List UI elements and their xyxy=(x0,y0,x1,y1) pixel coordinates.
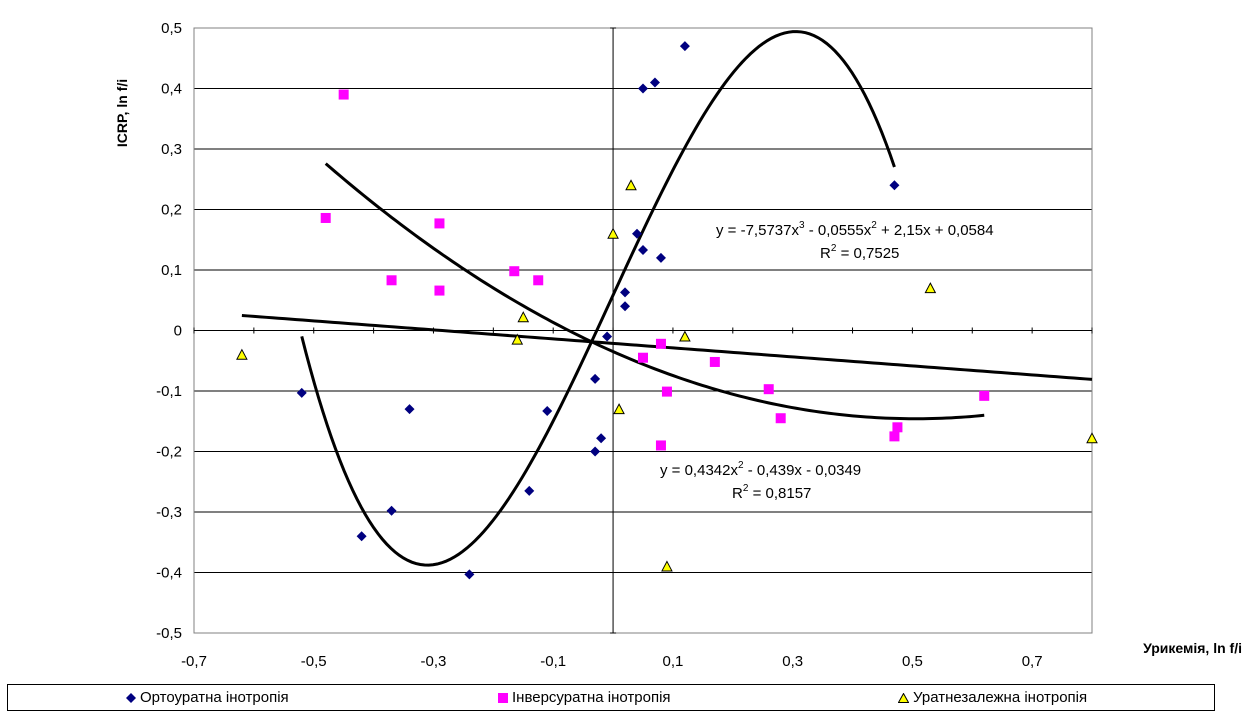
legend-item-inverse: Інверсуратна інотропія xyxy=(498,685,671,710)
axes xyxy=(193,27,1093,634)
data-point-square xyxy=(509,266,520,277)
data-point-square xyxy=(338,89,349,100)
data-point-diamond xyxy=(386,505,397,516)
data-point-square xyxy=(763,384,774,395)
data-point-diamond xyxy=(542,405,553,416)
data-point-square xyxy=(661,386,672,397)
y-tick-label: 0,1 xyxy=(161,262,182,279)
chart-legend: Ортоуратна інотропія Інверсуратна інотро… xyxy=(7,684,1215,711)
data-point-diamond xyxy=(296,387,307,398)
data-point-triangle xyxy=(679,330,691,342)
legend-label: Уратнезалежна інотропія xyxy=(913,689,1088,706)
data-point-triangle xyxy=(924,282,937,294)
legend-item-independent: Уратнезалежна інотропія xyxy=(898,685,1087,710)
x-tick-label: 0,1 xyxy=(663,653,684,670)
data-point-diamond xyxy=(649,77,660,88)
y-tick-label: -0,4 xyxy=(156,565,182,582)
data-point-diamond xyxy=(464,569,475,580)
data-point-square xyxy=(709,356,720,367)
x-tick-label: -0,1 xyxy=(540,653,566,670)
data-point-diamond xyxy=(602,331,613,342)
data-point-square xyxy=(889,431,900,442)
data-point-square xyxy=(979,390,990,401)
data-point-diamond xyxy=(356,531,367,542)
x-tick-label: -0,7 xyxy=(181,653,207,670)
scatter-chart: 0,5 0,4 0,3 0,2 0,1 0 -0,1 -0,2 -0,3 -0,4 -0,5 -0,… xyxy=(114,20,1242,670)
data-point-diamond xyxy=(524,485,535,496)
data-point-square xyxy=(434,218,445,229)
legend-label: Ортоуратна інотропія xyxy=(140,689,289,706)
data-point-triangle xyxy=(511,333,524,345)
data-point-diamond xyxy=(620,287,631,298)
x-tick-labels: -0,7 -0,5 -0,3 -0,1 0,1 0,3 0,5 0,7 xyxy=(181,653,1042,670)
trendline-polynomial xyxy=(300,30,896,567)
x-tick-label: 0,7 xyxy=(1022,653,1043,670)
data-point-diamond xyxy=(632,228,643,239)
y-tick-label: 0,3 xyxy=(161,141,182,158)
y-tick-label: 0,4 xyxy=(161,81,182,98)
data-point-triangle xyxy=(607,227,619,239)
y-tick-label: 0,2 xyxy=(161,202,182,219)
data-points xyxy=(236,41,1098,580)
x-tick-label: 0,5 xyxy=(902,653,923,670)
data-point-triangle xyxy=(236,348,248,360)
legend-item-ortho: Ортоуратна інотропія xyxy=(126,685,289,710)
data-point-diamond xyxy=(590,373,601,384)
data-point-diamond xyxy=(889,180,900,191)
x-axis-title: Урикемія, ln f/i xyxy=(1143,640,1242,656)
data-point-triangle xyxy=(661,560,673,572)
data-point-triangle xyxy=(1086,432,1098,444)
y-axis-title: ICRP, ln f/i xyxy=(114,79,130,147)
quadratic-trend-r2: R2 = 0,8157 xyxy=(732,483,811,502)
x-tick-label: 0,3 xyxy=(782,653,803,670)
data-point-diamond xyxy=(655,252,666,263)
data-point-diamond xyxy=(404,404,415,415)
y-tick-label: -0,2 xyxy=(156,444,182,461)
cubic-trend-equation: y = -7,5737x3 - 0,0555x2 + 2,15x + 0,058… xyxy=(716,220,994,239)
data-point-diamond xyxy=(620,301,631,312)
legend-label: Інверсуратна інотропія xyxy=(512,689,671,706)
data-point-diamond xyxy=(596,433,607,444)
data-point-square xyxy=(655,338,666,349)
trendline-polynomial xyxy=(324,162,985,421)
data-point-diamond xyxy=(638,245,648,256)
y-tick-labels: 0,5 0,4 0,3 0,2 0,1 0 -0,1 -0,2 -0,3 -0,4 -0,5 xyxy=(156,20,182,642)
data-point-diamond xyxy=(638,83,648,94)
triangle-marker-icon xyxy=(898,692,909,703)
data-point-square xyxy=(655,440,666,451)
data-point-triangle xyxy=(613,403,625,415)
data-point-triangle xyxy=(625,179,637,191)
y-tick-label: -0,5 xyxy=(156,625,182,642)
trendline-linear xyxy=(241,313,1093,381)
data-point-square xyxy=(892,422,903,433)
data-point-square xyxy=(320,212,331,223)
data-point-diamond xyxy=(590,446,601,457)
data-point-square xyxy=(638,352,648,363)
quadratic-trend-equation: y = 0,4342x2 - 0,439x - 0,0349 xyxy=(660,460,861,479)
data-point-square xyxy=(775,413,786,424)
data-point-square xyxy=(386,275,397,286)
y-tick-label: -0,3 xyxy=(156,504,182,521)
data-point-diamond xyxy=(679,41,690,52)
y-tick-label: 0 xyxy=(174,323,182,340)
cubic-trend-r2: R2 = 0,7525 xyxy=(820,243,899,262)
square-marker-icon xyxy=(498,692,508,703)
x-tick-label: -0,3 xyxy=(421,653,447,670)
x-tick-label: -0,5 xyxy=(301,653,327,670)
y-tick-label: 0,5 xyxy=(161,20,182,37)
data-point-square xyxy=(533,275,544,286)
trendlines xyxy=(241,30,1093,567)
diamond-marker-icon xyxy=(126,692,136,703)
y-tick-label: -0,1 xyxy=(156,383,182,400)
data-point-triangle xyxy=(517,311,530,323)
data-point-square xyxy=(434,285,445,296)
